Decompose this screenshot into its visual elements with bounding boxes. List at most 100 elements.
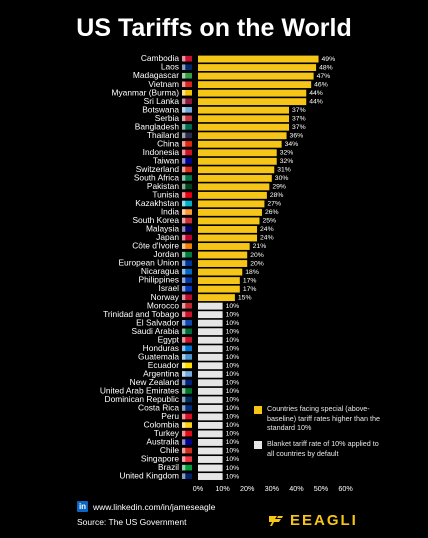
country-flag [182,115,192,122]
country-flag [182,81,192,88]
category-label: Taiwan [153,155,179,165]
country-flag-stripe [182,422,186,428]
category-label: Pakistan [147,181,179,191]
data-label: 20% [250,252,264,259]
bar [198,311,223,319]
x-tick-label: 10% [215,484,230,493]
category-label: Turkey [154,428,180,438]
country-flag [182,268,192,275]
data-label: 44% [309,98,323,105]
bar [198,166,275,174]
country-flag [182,107,192,113]
country-flag-stripe [182,302,186,309]
data-label: 21% [253,243,267,250]
country-flag-stripe [182,166,186,173]
data-label: 44% [309,90,323,97]
bar [198,345,223,353]
country-flag [182,141,192,147]
bar [198,140,282,148]
category-label: United Arab Emirates [100,385,179,395]
data-label: 27% [267,201,281,208]
data-label: 24% [260,226,274,233]
category-label: Vietnam [148,79,179,89]
category-label: Japan [156,232,179,242]
country-flag-stripe [182,362,186,369]
country-flag-stripe [182,175,186,181]
data-label: 17% [243,286,257,293]
data-label: 10% [226,405,240,412]
data-label: 46% [314,81,328,88]
country-flag-stripe [182,192,186,198]
country-flag [182,285,192,292]
country-flag [182,251,192,258]
country-flag-stripe [182,107,186,113]
category-label: Sri Lanka [144,96,180,106]
country-flag [182,55,192,62]
bar [198,157,277,165]
country-flag-stripe [182,473,186,479]
data-label: 10% [226,363,240,370]
country-flag-stripe [182,251,186,258]
legend-special-text: Countries facing special (above-baseline… [267,404,380,432]
linkedin-url[interactable]: www.linkedin.com/in/jameseagle [93,501,216,512]
bar [198,430,223,438]
bar [198,64,317,72]
country-flag-stripe [182,72,186,79]
country-flag-stripe [182,64,186,71]
bar [198,81,312,89]
x-tick-label: 0% [193,484,204,493]
bar [198,200,265,208]
data-label: 20% [250,260,264,267]
country-flag-stripe [182,345,186,352]
country-flag [182,388,192,394]
country-flag-stripe [182,439,186,445]
country-flag-stripe [182,337,186,343]
bar [198,328,223,336]
country-flag [182,64,192,71]
category-label: Madagascar [133,70,179,80]
bar [198,106,290,114]
country-flag [182,456,192,462]
bar [198,319,223,327]
category-label: Tunisia [152,190,179,200]
category-label: Chile [160,445,179,455]
country-flag-stripe [182,132,186,139]
data-label: 49% [322,56,336,63]
category-label: Argentina [143,368,179,378]
data-label: 10% [226,371,240,378]
category-label: Côte d'Ivoire [132,241,179,251]
country-flag [182,311,192,318]
data-label: 37% [292,107,306,114]
country-flag [182,98,192,105]
category-label: Bangladesh [135,121,180,131]
bar [198,55,319,63]
country-flag [182,413,192,420]
country-flag-stripe [182,456,186,462]
country-flag-stripe [182,354,186,360]
country-flag-stripe [182,115,186,122]
data-label: 10% [226,465,240,472]
country-flag-stripe [182,234,186,241]
country-flag [182,260,192,266]
category-label: Norway [151,292,180,302]
bar [198,464,223,472]
category-label: Laos [161,62,179,72]
country-flag-stripe [182,447,186,454]
bar [198,260,248,267]
data-label: 10% [226,311,240,318]
data-label: 10% [226,337,240,344]
bar [198,191,267,199]
country-flag-stripe [182,200,186,207]
country-flag-stripe [182,277,186,284]
country-flag [182,192,192,198]
bar [198,234,258,242]
data-label: 10% [226,456,240,463]
country-flag [182,422,192,428]
data-label: 37% [292,115,306,122]
data-label: 32% [280,158,294,165]
bar [198,243,250,250]
country-flag [182,149,192,156]
category-label: Botswana [142,104,179,114]
bar [198,421,223,429]
linkedin-link[interactable]: in www.linkedin.com/in/jameseagle [77,501,215,512]
